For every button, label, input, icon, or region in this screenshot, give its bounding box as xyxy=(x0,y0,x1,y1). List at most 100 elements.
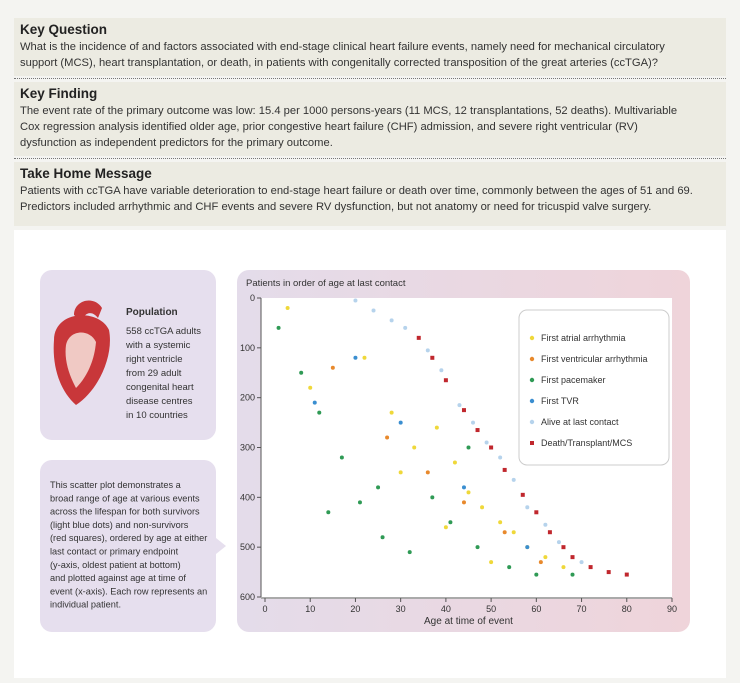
y-tick-label: 200 xyxy=(240,393,255,403)
point xyxy=(502,530,507,535)
point xyxy=(452,460,457,465)
point xyxy=(475,428,480,433)
point xyxy=(330,365,335,370)
x-axis-title: Age at time of event xyxy=(424,616,513,627)
pointer xyxy=(216,538,226,554)
legend-label: Alive at last contact xyxy=(541,417,619,427)
legend-marker xyxy=(529,377,535,383)
point xyxy=(443,378,448,383)
text-line: Predictors included arrhythmic and CHF e… xyxy=(20,201,652,213)
population-line: 558 ccTGA adults xyxy=(126,326,201,337)
y-tick-label: 100 xyxy=(240,343,255,353)
point xyxy=(339,455,344,460)
lines: Patients with ccTGA have variable deteri… xyxy=(20,183,720,215)
legend-marker xyxy=(529,335,535,341)
legend-label: First TVR xyxy=(541,396,579,406)
point xyxy=(353,355,358,360)
legend-marker xyxy=(529,419,535,425)
x-tick-label: 60 xyxy=(531,604,541,614)
x-tick-label: 90 xyxy=(667,604,677,614)
point xyxy=(317,410,322,415)
point xyxy=(308,385,313,390)
population-line: in 10 countries xyxy=(126,410,188,421)
point xyxy=(407,550,412,555)
point xyxy=(403,325,408,330)
point xyxy=(357,500,362,505)
text-line: Cox regression analysis identified older… xyxy=(20,121,638,133)
point xyxy=(434,425,439,430)
population-line: congenital heart xyxy=(126,382,194,393)
text-line: Patients with ccTGA have variable deteri… xyxy=(20,185,693,197)
point xyxy=(389,318,394,323)
description-line: event (x-axis). Each row represents an xyxy=(50,586,207,596)
population-heading: Population xyxy=(126,307,178,318)
x-tick-label: 20 xyxy=(350,604,360,614)
point xyxy=(570,572,575,577)
x-tick-label: 70 xyxy=(577,604,587,614)
point xyxy=(416,335,421,340)
point xyxy=(525,505,530,510)
population-line: disease centres xyxy=(126,396,193,407)
figure: Population 558 ccTGA adults with a systemi… xyxy=(14,230,726,678)
point xyxy=(511,530,516,535)
point xyxy=(498,520,503,525)
point xyxy=(353,298,358,303)
point xyxy=(498,455,503,460)
description-line: and plotted against age at time of xyxy=(50,573,186,583)
point xyxy=(525,545,530,550)
point xyxy=(466,490,471,495)
legend-marker xyxy=(529,356,535,362)
point xyxy=(461,408,466,413)
separator xyxy=(14,78,726,79)
description-line: across the lifespan for both survivors xyxy=(50,507,200,517)
point xyxy=(425,348,430,353)
point xyxy=(475,545,480,550)
population-line: from 29 adult xyxy=(126,368,182,379)
description-line: (y-axis, oldest patient at bottom) xyxy=(50,560,181,570)
description-line: This scatter plot demonstrates a xyxy=(50,480,182,490)
legend-marker xyxy=(529,398,535,404)
y-tick-label: 400 xyxy=(240,492,255,502)
y-axis-title: Patients in order of age at last contact xyxy=(246,278,406,289)
point xyxy=(285,305,290,310)
point xyxy=(561,545,566,550)
point xyxy=(448,520,453,525)
legend-label: First atrial arrhythmia xyxy=(541,333,626,343)
point xyxy=(312,400,317,405)
point xyxy=(362,355,367,360)
point xyxy=(461,500,466,505)
y-tick-label: 0 xyxy=(250,293,255,303)
text-line: support (MCS), heart transplantation, or… xyxy=(20,57,658,69)
point xyxy=(507,565,512,570)
key-question: Key Question What is the incidence of an… xyxy=(14,18,726,76)
point xyxy=(489,560,494,565)
point xyxy=(389,410,394,415)
text-line: dysfunction as independent predictors fo… xyxy=(20,137,333,149)
point xyxy=(461,485,466,490)
point xyxy=(457,403,462,408)
point xyxy=(484,440,489,445)
point xyxy=(579,560,584,565)
lines: What is the incidence of and factors ass… xyxy=(20,39,720,71)
legend-label: First pacemaker xyxy=(541,375,606,385)
point xyxy=(624,572,629,577)
description-box xyxy=(40,460,216,632)
x-tick-label: 10 xyxy=(305,604,315,614)
point xyxy=(412,445,417,450)
heading: Key Question xyxy=(20,22,108,37)
heading: Take Home Message xyxy=(20,166,152,181)
point xyxy=(520,492,525,497)
description-line: (light blue dots) and non-survivors xyxy=(50,520,189,530)
description-line: individual patient. xyxy=(50,600,121,610)
lines: The event rate of the primary outcome wa… xyxy=(20,103,720,151)
point xyxy=(502,467,507,472)
point xyxy=(398,470,403,475)
x-tick-label: 0 xyxy=(262,604,267,614)
point xyxy=(443,525,448,530)
point xyxy=(380,535,385,540)
y-tick-label: 500 xyxy=(240,542,255,552)
point xyxy=(425,470,430,475)
point xyxy=(466,445,471,450)
point xyxy=(326,510,331,515)
